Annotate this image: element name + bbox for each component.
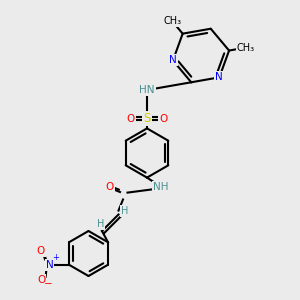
Text: CH₃: CH₃ — [163, 16, 181, 26]
Text: N: N — [46, 260, 53, 270]
Text: NH: NH — [153, 182, 168, 193]
Text: H: H — [122, 206, 129, 216]
Text: S: S — [143, 112, 151, 125]
Text: O: O — [159, 113, 168, 124]
Text: O: O — [36, 246, 45, 256]
Text: N: N — [215, 72, 223, 82]
Text: HN: HN — [139, 85, 155, 95]
Text: O: O — [105, 182, 114, 193]
Text: +: + — [52, 253, 59, 262]
Text: O: O — [37, 275, 45, 285]
Text: H: H — [97, 219, 104, 229]
Text: N: N — [169, 56, 177, 65]
Text: O: O — [126, 113, 135, 124]
Text: CH₃: CH₃ — [236, 43, 254, 53]
Text: −: − — [44, 279, 53, 289]
